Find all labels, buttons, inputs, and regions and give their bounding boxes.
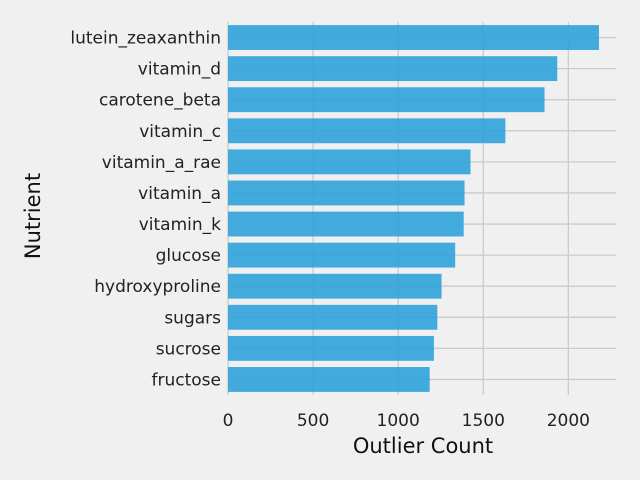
y-tick-label: vitamin_a_rae xyxy=(102,153,221,173)
y-tick-label: vitamin_c xyxy=(139,122,221,142)
bar-vitamin-k xyxy=(228,211,464,237)
bar-vitamin-c xyxy=(228,118,506,144)
bar-sugars xyxy=(228,304,438,330)
x-tick-label: 0 xyxy=(223,411,234,431)
bar-sucrose xyxy=(228,335,434,361)
y-tick-label: fructose xyxy=(152,370,221,390)
bar-carotene-beta xyxy=(228,87,545,113)
y-tick-label: vitamin_d xyxy=(138,60,221,80)
bar-vitamin-a-rae xyxy=(228,149,471,175)
y-tick-label: sucrose xyxy=(156,339,221,359)
y-tick-label: sugars xyxy=(164,308,221,328)
bar-hydroxyproline xyxy=(228,273,442,299)
y-tick-labels: lutein_zeaxanthin vitamin_d carotene_betav… xyxy=(70,29,221,391)
y-axis-title: Nutrient xyxy=(21,173,45,259)
bar-lutein-zeaxanthin xyxy=(228,25,599,50)
y-tick-label: vitamin_k xyxy=(139,215,221,235)
bar-glucose xyxy=(228,242,456,268)
bar-fructose xyxy=(228,367,430,392)
y-tick-label: hydroxyproline xyxy=(94,277,221,297)
y-tick-label: lutein_zeaxanthin xyxy=(70,29,221,49)
x-axis-title: Outlier Count xyxy=(353,434,493,458)
x-tick-label: 1000 xyxy=(377,411,420,431)
y-tick-label: glucose xyxy=(156,246,221,266)
bar-vitamin-d xyxy=(228,56,558,82)
bar-vitamin-a xyxy=(228,180,465,206)
x-tick-labels: 0 500 1000 1500 2000 xyxy=(223,411,590,431)
x-tick-label: 500 xyxy=(297,411,329,431)
x-tick-label: 1500 xyxy=(462,411,505,431)
bars-layer xyxy=(228,25,599,392)
x-tick-label: 2000 xyxy=(547,411,590,431)
y-tick-label: carotene_beta xyxy=(99,91,221,111)
y-tick-label: vitamin_a xyxy=(138,184,221,204)
